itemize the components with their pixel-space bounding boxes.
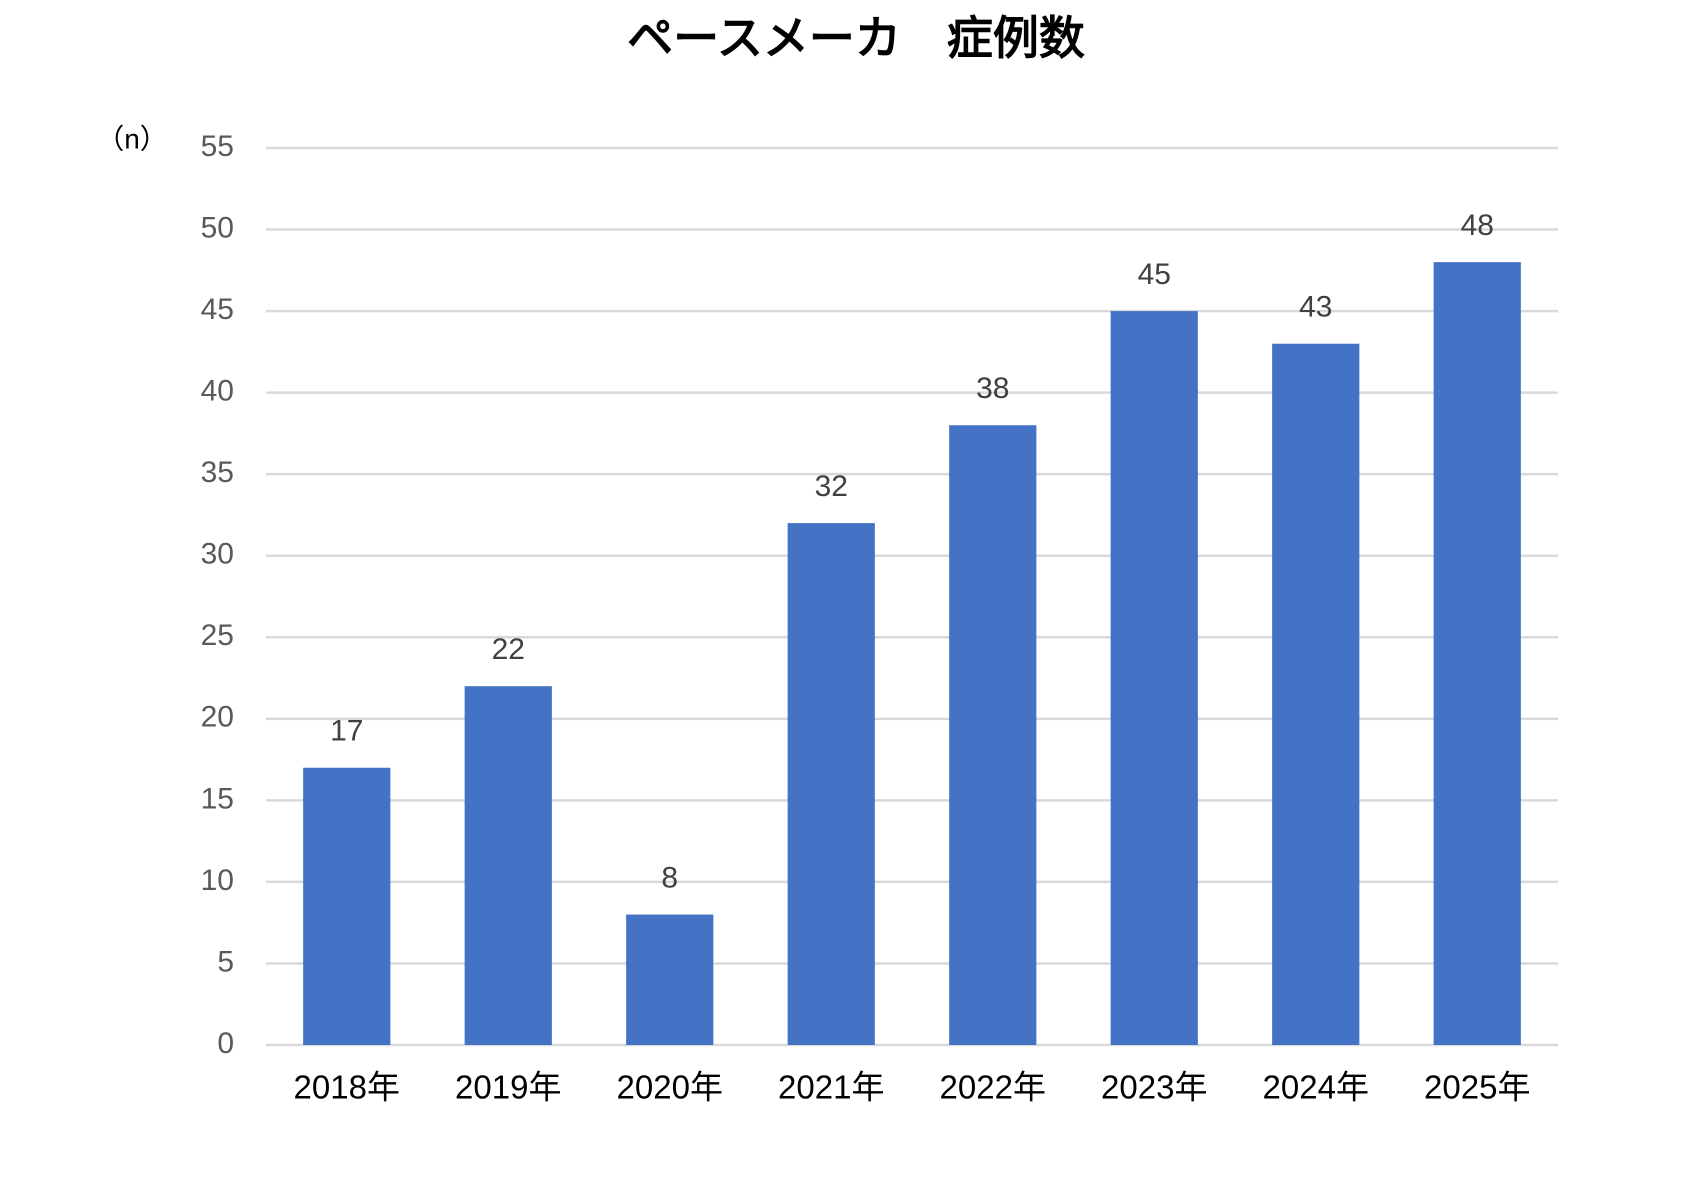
y-tick-label: 35 — [201, 456, 234, 489]
y-tick-label: 10 — [201, 864, 234, 897]
y-tick-label: 45 — [201, 293, 234, 326]
y-tick-label: 0 — [217, 1027, 234, 1060]
bar — [464, 686, 552, 1045]
y-tick-label: 25 — [201, 619, 234, 652]
x-tick-label: 2021年 — [778, 1069, 884, 1106]
bar — [303, 767, 391, 1045]
data-label: 8 — [661, 861, 678, 894]
x-tick-label: 2020年 — [617, 1069, 723, 1106]
y-tick-label: 40 — [201, 375, 234, 408]
data-label: 43 — [1299, 291, 1332, 324]
x-tick-label: 2022年 — [940, 1069, 1046, 1106]
y-tick-label: 15 — [201, 782, 234, 815]
bar — [1110, 311, 1198, 1045]
bar — [787, 523, 875, 1045]
data-label: 32 — [815, 470, 848, 503]
chart-title: ペースメーカ 症例数 — [627, 12, 1085, 64]
data-label: 45 — [1138, 258, 1171, 291]
data-label: 38 — [976, 372, 1009, 405]
x-tick-label: 2023年 — [1101, 1069, 1207, 1106]
y-axis-label: （n） — [96, 123, 168, 154]
y-tick-label: 55 — [201, 130, 234, 163]
data-label: 48 — [1461, 209, 1494, 242]
x-tick-label: 2024年 — [1263, 1069, 1369, 1106]
x-tick-label: 2019年 — [455, 1069, 561, 1106]
bar — [949, 425, 1037, 1046]
bar — [1272, 343, 1360, 1045]
y-tick-label: 50 — [201, 211, 234, 244]
y-tick-label: 5 — [217, 945, 234, 978]
x-tick-label: 2025年 — [1424, 1069, 1530, 1106]
bar — [626, 914, 714, 1045]
data-label: 22 — [492, 633, 525, 666]
y-tick-label: 20 — [201, 701, 234, 734]
x-tick-label: 2018年 — [294, 1069, 400, 1106]
data-label: 17 — [330, 715, 363, 748]
y-tick-label: 30 — [201, 538, 234, 571]
bar — [1433, 262, 1521, 1045]
